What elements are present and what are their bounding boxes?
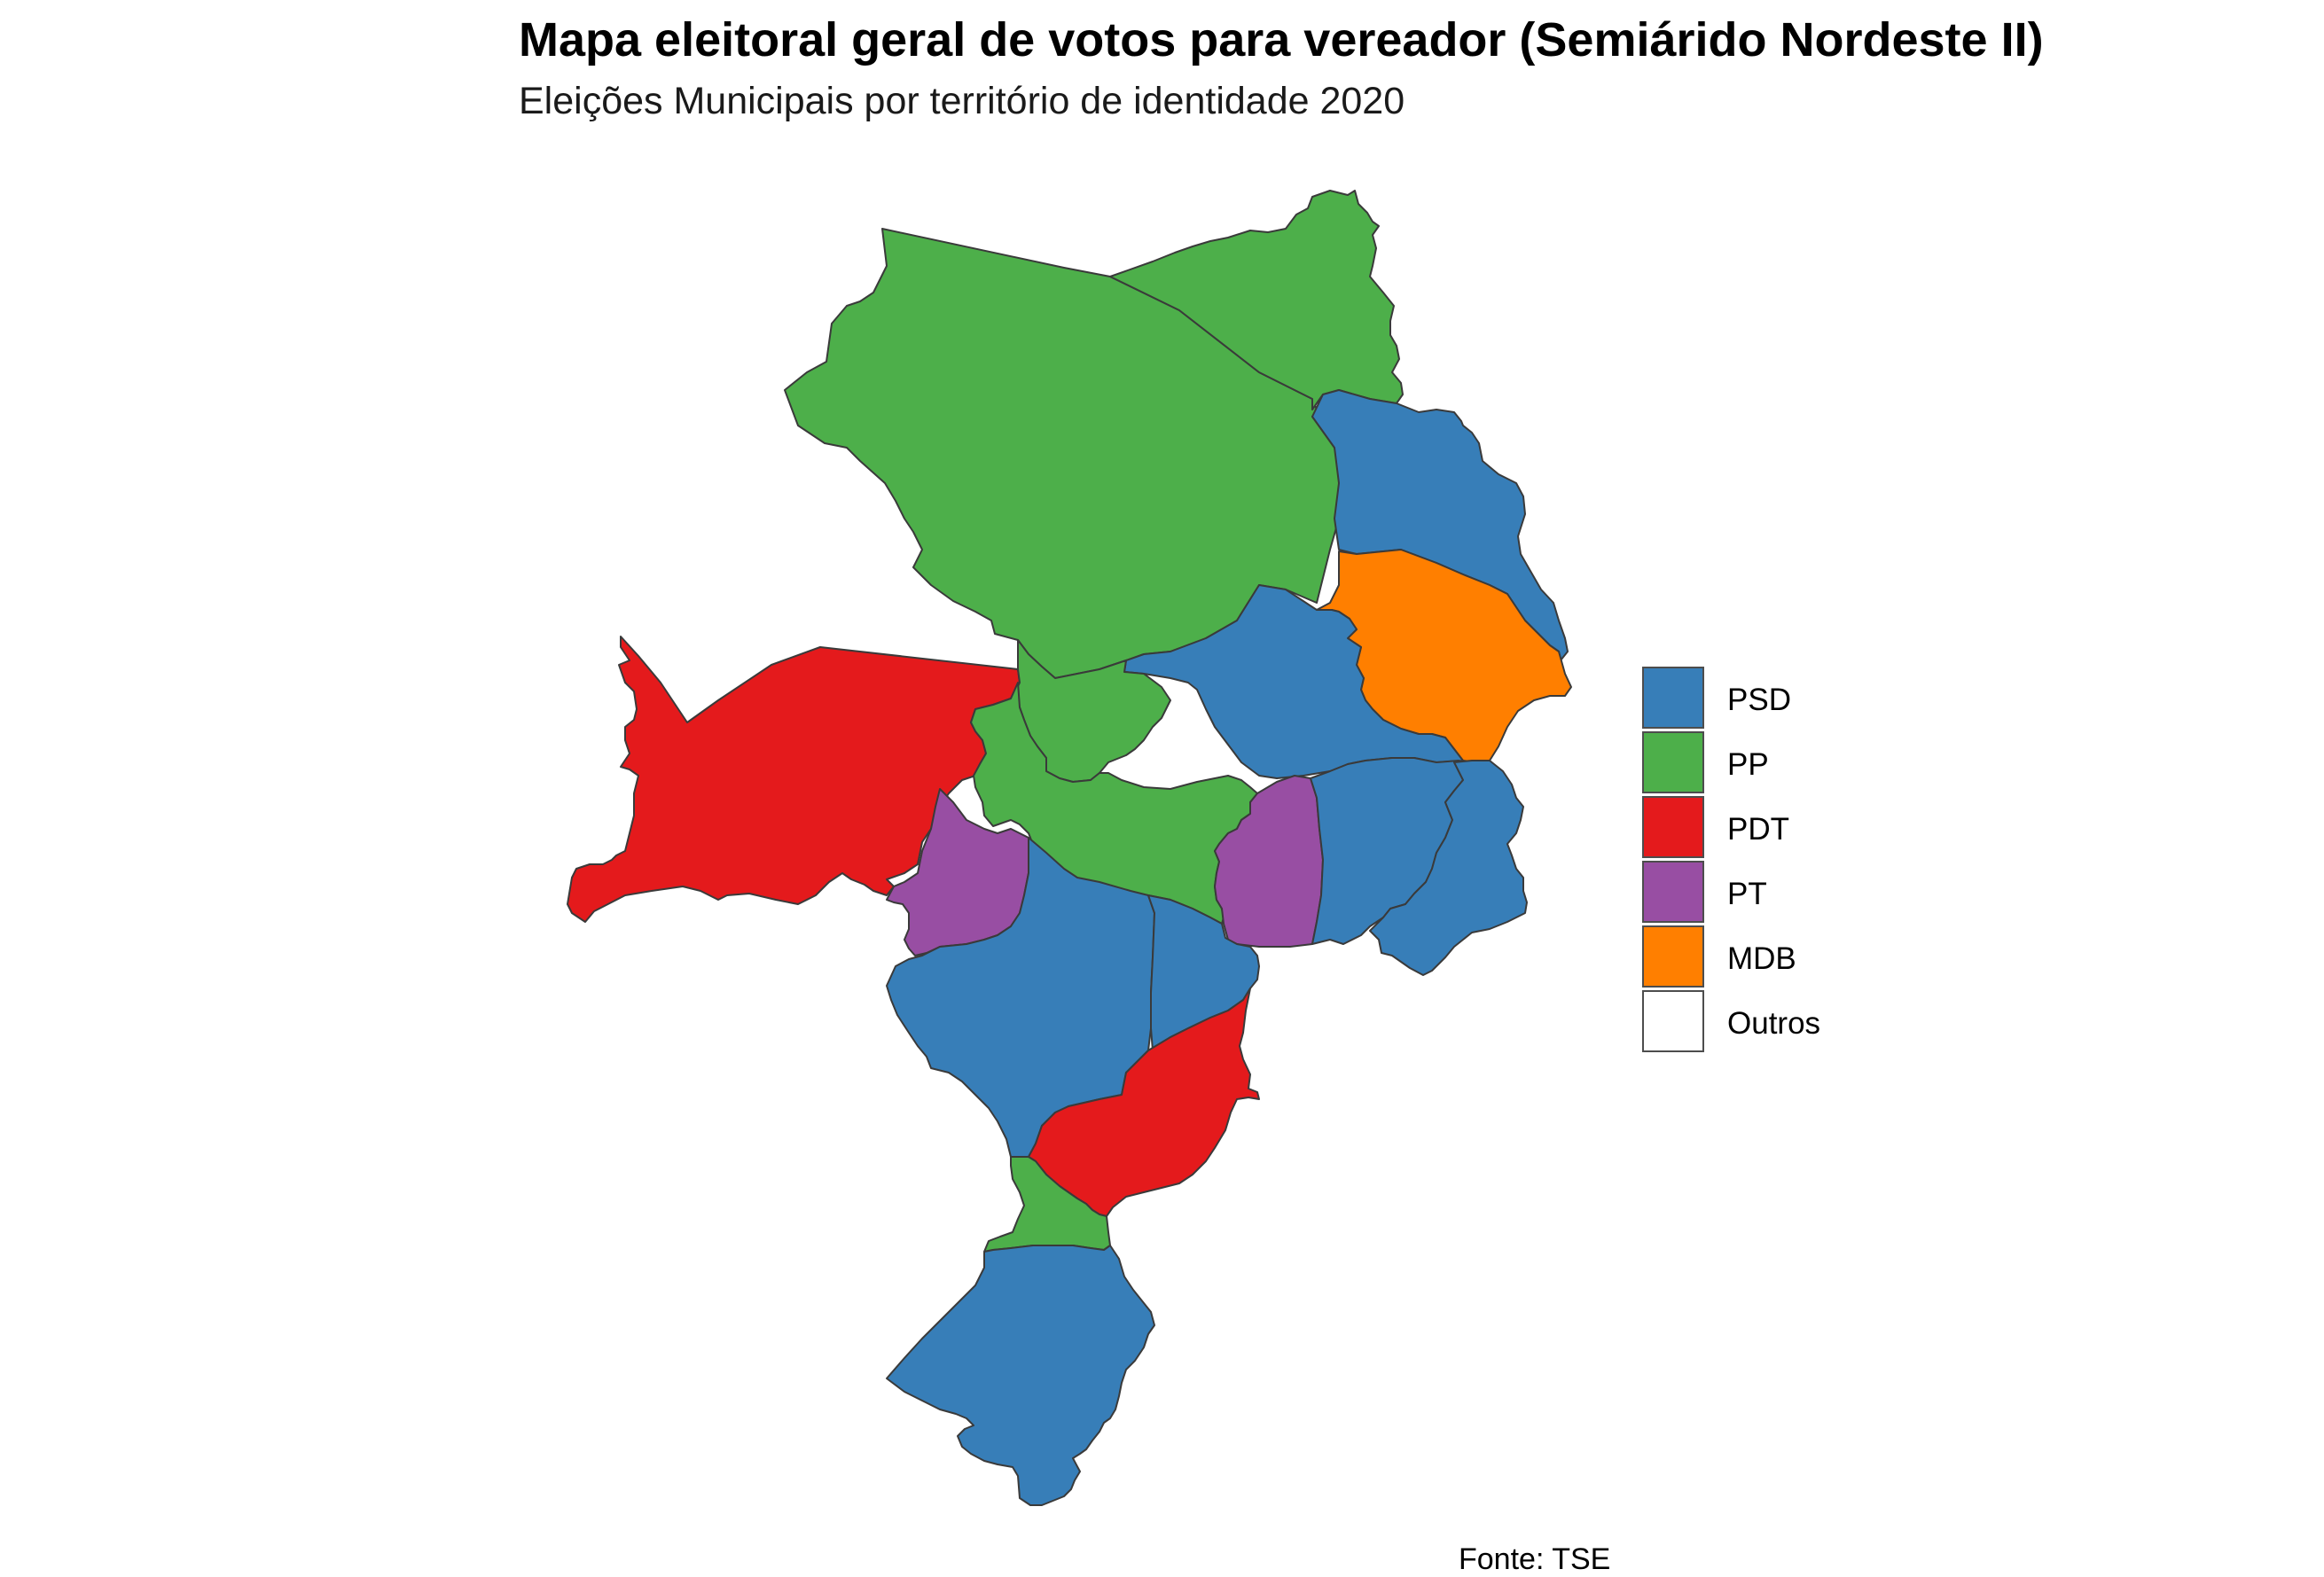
legend-key-swatch: [1642, 990, 1704, 1052]
legend: PSD PP PDT PT MDB Outros: [1642, 667, 1908, 1055]
municipality-region: [1369, 760, 1528, 976]
source-caption: Fonte: TSE: [1459, 1542, 1611, 1576]
legend-label: Outros: [1727, 1006, 1821, 1041]
legend-item: PP: [1642, 731, 1908, 796]
legend-label: PT: [1727, 877, 1767, 911]
legend-key-swatch: [1642, 861, 1704, 923]
legend-key-swatch: [1642, 925, 1704, 988]
municipality-region: [1028, 988, 1260, 1217]
legend-item: Outros: [1642, 990, 1908, 1055]
legend-label: PSD: [1727, 683, 1791, 717]
legend-item: MDB: [1642, 925, 1908, 990]
legend-key-swatch: [1642, 667, 1704, 729]
legend-item: PT: [1642, 861, 1908, 925]
map-subtitle: Eleições Municipais por território de id…: [519, 80, 1405, 122]
legend-label: PP: [1727, 747, 1769, 782]
municipality-region: [886, 1245, 1155, 1506]
legend-item: PSD: [1642, 667, 1908, 731]
legend-label: PDT: [1727, 812, 1789, 847]
map-title: Mapa eleitoral geral de votos para verea…: [519, 13, 2044, 66]
legend-label: MDB: [1727, 941, 1796, 976]
legend-item: PDT: [1642, 796, 1908, 861]
legend-key-swatch: [1642, 796, 1704, 858]
municipality-region: [1123, 584, 1464, 779]
legend-key-swatch: [1642, 731, 1704, 793]
